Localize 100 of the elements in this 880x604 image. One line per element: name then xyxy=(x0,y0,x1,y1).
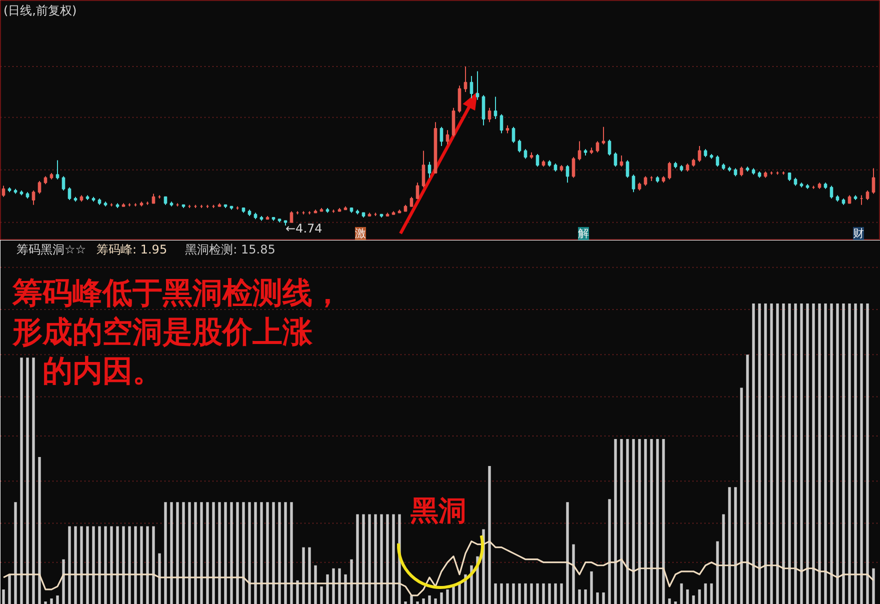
candlestick xyxy=(644,176,648,186)
bar xyxy=(122,526,125,604)
candlestick xyxy=(470,76,474,99)
bar xyxy=(62,559,65,604)
bar xyxy=(236,502,239,604)
bar xyxy=(158,553,161,604)
candlestick xyxy=(152,193,156,204)
annotation: ←4.74 xyxy=(286,222,322,236)
candlestick xyxy=(620,155,624,168)
candlestick xyxy=(440,126,444,146)
candlestick xyxy=(56,160,60,180)
bar xyxy=(104,526,107,604)
bar xyxy=(572,544,575,604)
bar xyxy=(620,438,623,604)
bar xyxy=(530,583,533,604)
bar xyxy=(416,601,419,604)
bar xyxy=(272,502,275,604)
text: 激 xyxy=(355,227,366,240)
bar xyxy=(80,526,83,604)
bar xyxy=(644,438,647,604)
bar xyxy=(182,502,185,604)
candlestick xyxy=(38,180,42,194)
bar xyxy=(296,580,299,604)
bar xyxy=(494,583,497,604)
candlestick xyxy=(830,185,834,199)
bar xyxy=(428,595,431,604)
candlestick xyxy=(866,190,870,201)
bar xyxy=(248,502,251,604)
bar xyxy=(440,592,443,604)
bar xyxy=(8,574,11,604)
bar xyxy=(116,526,119,604)
candlestick xyxy=(290,210,294,223)
bar xyxy=(350,559,353,604)
candlestick xyxy=(464,66,468,92)
candlestick xyxy=(872,168,876,194)
bar xyxy=(380,514,383,604)
bar xyxy=(590,571,593,604)
candlestick xyxy=(482,94,486,126)
bar xyxy=(392,514,395,604)
bar xyxy=(278,502,281,604)
annotation: 黑洞 xyxy=(410,494,466,527)
bar xyxy=(14,502,17,604)
bar xyxy=(260,502,263,604)
bar xyxy=(752,304,755,604)
bar xyxy=(410,595,413,604)
bar xyxy=(542,583,545,604)
bar xyxy=(872,568,875,604)
bar xyxy=(584,589,587,604)
candlestick xyxy=(410,196,414,207)
bar xyxy=(344,574,347,604)
bar xyxy=(188,502,191,604)
candlestick xyxy=(626,160,630,178)
bar xyxy=(320,586,323,604)
candlestick xyxy=(512,126,516,144)
candlestick xyxy=(740,166,744,177)
bar xyxy=(734,487,737,604)
candlestick xyxy=(488,107,492,123)
bar xyxy=(608,499,611,604)
bar xyxy=(680,583,683,604)
bar xyxy=(146,526,149,604)
bar xyxy=(50,598,53,604)
bar xyxy=(218,502,221,604)
bar xyxy=(578,589,581,604)
bar xyxy=(860,304,863,604)
bar xyxy=(710,583,713,604)
chart-title: (日线,前复权) xyxy=(4,4,77,18)
bar xyxy=(770,304,773,604)
bar xyxy=(284,502,287,604)
candlestick xyxy=(578,140,582,161)
bar xyxy=(290,502,293,604)
candlestick xyxy=(536,153,540,168)
bar xyxy=(200,502,203,604)
bar xyxy=(794,304,797,604)
bar xyxy=(446,589,449,604)
candlestick xyxy=(596,140,600,153)
bar xyxy=(68,526,71,604)
bar xyxy=(704,583,707,604)
candlestick xyxy=(416,182,420,199)
candlestick xyxy=(446,130,450,145)
bar xyxy=(254,502,257,604)
bar xyxy=(332,568,335,604)
bar xyxy=(230,502,233,604)
bar xyxy=(224,502,227,604)
bar xyxy=(422,598,425,604)
bar xyxy=(314,565,317,604)
candlestick xyxy=(494,96,498,120)
bar xyxy=(776,304,779,604)
bar xyxy=(668,598,671,604)
bar xyxy=(338,568,341,604)
bar xyxy=(548,583,551,604)
candlestick xyxy=(566,164,570,184)
candlestick xyxy=(614,152,618,168)
bar xyxy=(560,583,563,604)
text: 解 xyxy=(578,227,589,240)
candlestick xyxy=(572,156,576,178)
text: 筹码峰: 1.95 xyxy=(96,242,168,256)
bar xyxy=(110,526,113,604)
candlestick xyxy=(524,148,528,160)
candlestick xyxy=(698,146,702,162)
bar xyxy=(194,502,197,604)
